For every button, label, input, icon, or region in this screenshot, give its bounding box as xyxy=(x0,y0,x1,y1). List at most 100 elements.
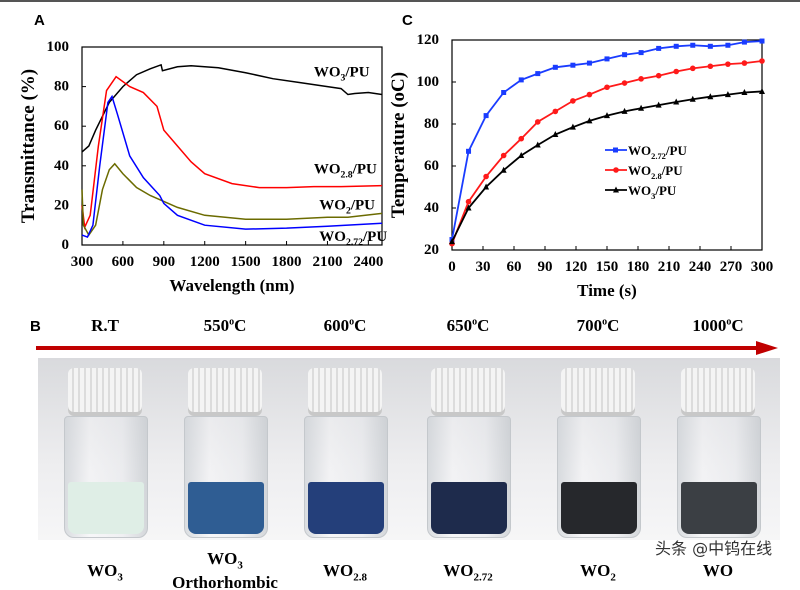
data-point xyxy=(466,148,472,154)
vial xyxy=(425,368,511,538)
panel-label-a: A xyxy=(34,12,45,29)
vial-glass xyxy=(557,416,641,538)
vial xyxy=(555,368,641,538)
formula-base: WO xyxy=(207,549,238,568)
powder-sample xyxy=(188,482,264,534)
vial xyxy=(182,368,268,538)
vial-cap xyxy=(308,368,382,416)
legend-label: WO3/PU xyxy=(628,183,677,201)
data-point xyxy=(621,80,628,86)
data-point xyxy=(534,141,541,148)
data-point xyxy=(707,43,713,49)
temp-unit: C xyxy=(731,316,744,335)
series-label: WO2.72/PU xyxy=(319,229,387,248)
data-point xyxy=(759,58,765,64)
phase-label: Orthorhombic xyxy=(172,573,278,590)
vial-cap xyxy=(681,368,755,416)
legend-marker xyxy=(613,167,619,173)
series-label: WO3/PU xyxy=(314,65,370,84)
temp-unit: C xyxy=(607,316,620,335)
panel-label-c: C xyxy=(402,12,413,29)
powder-sample xyxy=(308,482,384,534)
formula-subscript: 3 xyxy=(237,559,243,572)
sample-name: WO3 Orthorhombic xyxy=(172,550,278,590)
x-tick-label: 1500 xyxy=(231,254,261,270)
plot-frame xyxy=(451,39,763,251)
temp-degree: o xyxy=(472,316,478,328)
temp-unit: C xyxy=(477,316,490,335)
data-point xyxy=(500,152,507,159)
temp-degree: o xyxy=(229,316,235,328)
data-point xyxy=(725,61,731,67)
powder-sample xyxy=(431,482,507,534)
x-tick-label: 900 xyxy=(153,254,176,270)
vial-glass xyxy=(427,416,511,538)
data-point xyxy=(604,56,610,62)
temp-degree: o xyxy=(602,316,608,328)
sample-name: WO2 xyxy=(580,562,616,586)
temp-unit: C xyxy=(354,316,367,335)
vial-glass xyxy=(304,416,388,538)
x-tick-label: 600 xyxy=(112,254,135,270)
x-tick-label: 60 xyxy=(507,259,522,275)
series-line xyxy=(81,63,383,153)
data-point xyxy=(535,71,541,77)
data-point xyxy=(586,60,592,66)
temp-value: 650 xyxy=(446,316,473,335)
sample-name: WO xyxy=(703,562,733,586)
data-point xyxy=(673,68,680,75)
data-point xyxy=(638,50,644,56)
data-point xyxy=(518,135,525,142)
x-tick-label: 1200 xyxy=(190,254,220,270)
data-point xyxy=(759,38,765,44)
chart-c-temperature: 0 30 60 90 120 150 180 210 240 270 300 20 40 60 80 100 1… xyxy=(390,32,773,300)
data-point xyxy=(759,87,765,94)
temperature-arrow xyxy=(36,341,778,355)
data-point xyxy=(449,238,455,245)
y-tick-label: 100 xyxy=(47,39,70,55)
x-tick-label: 150 xyxy=(596,259,619,275)
vial-cap xyxy=(188,368,262,416)
vial-cap xyxy=(431,368,505,416)
x-tick-label: 270 xyxy=(720,259,743,275)
y-tick-label: 40 xyxy=(54,158,69,174)
data-point xyxy=(552,108,559,115)
sample-name: WO3 xyxy=(87,562,123,586)
vial xyxy=(675,368,761,538)
top-border xyxy=(0,0,800,2)
y-tick-label: 40 xyxy=(424,200,439,216)
data-point xyxy=(655,101,662,108)
y-tick-label: 120 xyxy=(417,32,440,48)
powder-sample xyxy=(561,482,637,534)
legend-marker xyxy=(613,147,618,153)
y-axis-label: Transmittance (%) xyxy=(18,69,39,223)
temp-value: 700 xyxy=(576,316,603,335)
vial xyxy=(62,368,148,538)
data-point xyxy=(621,107,628,114)
chart-a-transmittance: 300 600 900 1200 1500 1800 2100 2400 0 20 40 60 80 10… xyxy=(18,39,387,295)
data-point xyxy=(465,198,472,205)
data-point xyxy=(604,84,610,91)
temp-degree: o xyxy=(349,316,355,328)
temperature-label: 550oC xyxy=(204,316,247,336)
data-point xyxy=(552,64,558,70)
formula-subscript: 2.8 xyxy=(353,571,367,584)
y-tick-label: 0 xyxy=(62,237,70,253)
data-point xyxy=(570,98,576,104)
x-axis-label: Time (s) xyxy=(577,281,637,300)
temp-unit: C xyxy=(234,316,247,335)
vial-glass xyxy=(184,416,268,538)
x-tick-label: 210 xyxy=(658,259,681,275)
data-point xyxy=(483,173,489,180)
x-tick-label: 30 xyxy=(476,259,491,275)
data-point xyxy=(518,152,525,158)
data-point xyxy=(552,131,559,137)
series-label: WO2.8/PU xyxy=(314,162,377,181)
y-axis-label: Temperature (oC) xyxy=(390,72,409,218)
vial-glass xyxy=(64,416,148,538)
data-point xyxy=(673,98,680,105)
series-line xyxy=(451,40,763,240)
formula-base: WO xyxy=(323,561,354,580)
formula-subscript: 2 xyxy=(610,571,616,584)
